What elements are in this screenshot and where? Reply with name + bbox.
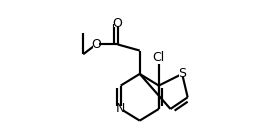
Text: O: O bbox=[113, 17, 122, 30]
Bar bbox=[93, 41, 99, 48]
Bar bbox=[117, 106, 124, 112]
Bar bbox=[114, 20, 121, 27]
Bar bbox=[179, 71, 186, 77]
Text: O: O bbox=[91, 38, 101, 51]
Text: Cl: Cl bbox=[153, 51, 165, 64]
Text: S: S bbox=[178, 67, 186, 80]
Text: N: N bbox=[116, 102, 125, 116]
